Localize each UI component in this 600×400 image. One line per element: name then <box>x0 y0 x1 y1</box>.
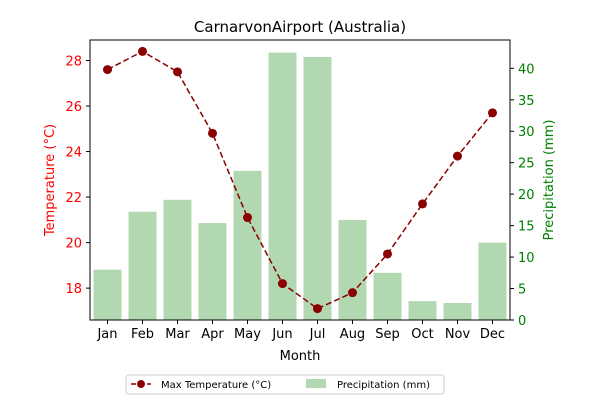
temp-point-jan <box>103 65 112 75</box>
x-tick-label-apr: Apr <box>201 327 224 342</box>
temp-point-mar <box>173 67 182 77</box>
temp-point-feb <box>138 46 147 56</box>
x-tick-label-dec: Dec <box>480 327 505 342</box>
temp-point-aug <box>348 288 357 298</box>
x-tick-label-jun: Jun <box>271 327 292 342</box>
precip-bar-oct <box>408 301 437 320</box>
y-left-tick-label: 24 <box>65 146 82 161</box>
y-axis-left-label: Temperature (°C) <box>43 124 58 237</box>
plot-frame <box>89 39 511 321</box>
temperature-line <box>103 46 497 314</box>
x-tick-label-jan: Jan <box>96 327 117 342</box>
x-tick-label-may: May <box>234 327 261 342</box>
precip-bar-jun <box>268 52 297 321</box>
precip-bar-jul <box>303 56 332 320</box>
chart-title: CarnarvonAirport (Australia) <box>194 18 406 36</box>
precip-bar-sep <box>373 272 402 320</box>
legend: Max Temperature (°C) Precipitation (mm) <box>125 374 445 395</box>
y-left-tick-label: 26 <box>65 100 82 115</box>
temp-point-oct <box>418 199 427 209</box>
legend-temperature-label: Max Temperature (°C) <box>161 380 271 391</box>
legend-precipitation-label: Precipitation (mm) <box>337 380 430 391</box>
precip-bar-apr <box>198 223 227 320</box>
temp-point-apr <box>208 128 217 138</box>
x-tick-label-feb: Feb <box>131 327 154 342</box>
temp-point-jul <box>313 304 322 314</box>
legend-marker-swatch <box>137 380 145 388</box>
y-right-tick-label: 15 <box>518 220 535 235</box>
temperature-line-path <box>107 50 494 310</box>
legend-bar-swatch <box>306 379 326 388</box>
precip-bar-nov <box>443 303 472 320</box>
y-left-tick-label: 20 <box>65 237 82 252</box>
precipitation-bars <box>93 52 507 321</box>
precip-bar-feb <box>128 211 157 320</box>
y-right-tick-label: 30 <box>518 125 535 140</box>
x-axis-label: Month <box>280 349 321 364</box>
temp-point-jun <box>278 279 287 289</box>
x-tick-label-aug: Aug <box>340 327 365 342</box>
tick-labels: Jan Feb Mar Apr May Jun Jul Aug Sep Oct Nov Dec 18 20… <box>65 54 534 342</box>
y-right-tick-label: 20 <box>518 188 535 203</box>
axes <box>89 39 511 321</box>
y-right-tick-label: 40 <box>518 62 535 77</box>
precip-bar-may <box>233 170 262 320</box>
y-right-tick-label: 25 <box>518 157 535 172</box>
legend-frame <box>125 374 445 395</box>
x-tick-label-nov: Nov <box>445 327 471 342</box>
y-right-tick-label: 5 <box>518 283 526 298</box>
temp-point-sep <box>383 249 392 259</box>
y-right-tick-label: 0 <box>518 314 526 329</box>
y-left-tick-label: 22 <box>65 191 82 206</box>
precip-bar-aug <box>338 219 367 320</box>
y-right-tick-label: 35 <box>518 94 535 109</box>
x-tick-label-jul: Jul <box>309 327 326 342</box>
precip-bar-jan <box>93 269 122 320</box>
x-tick-label-sep: Sep <box>375 327 400 342</box>
temp-point-dec <box>488 108 497 118</box>
y-axis-right-label: Precipitation (mm) <box>542 120 557 241</box>
x-tick-label-oct: Oct <box>411 327 433 342</box>
temp-point-nov <box>453 151 462 161</box>
precip-bar-mar <box>163 199 192 320</box>
precip-bar-dec <box>478 242 507 320</box>
x-tick-label-mar: Mar <box>165 327 190 342</box>
y-left-tick-label: 28 <box>65 54 82 69</box>
temp-point-may <box>243 213 252 223</box>
y-left-tick-label: 18 <box>65 282 82 297</box>
y-right-tick-label: 10 <box>518 251 535 266</box>
